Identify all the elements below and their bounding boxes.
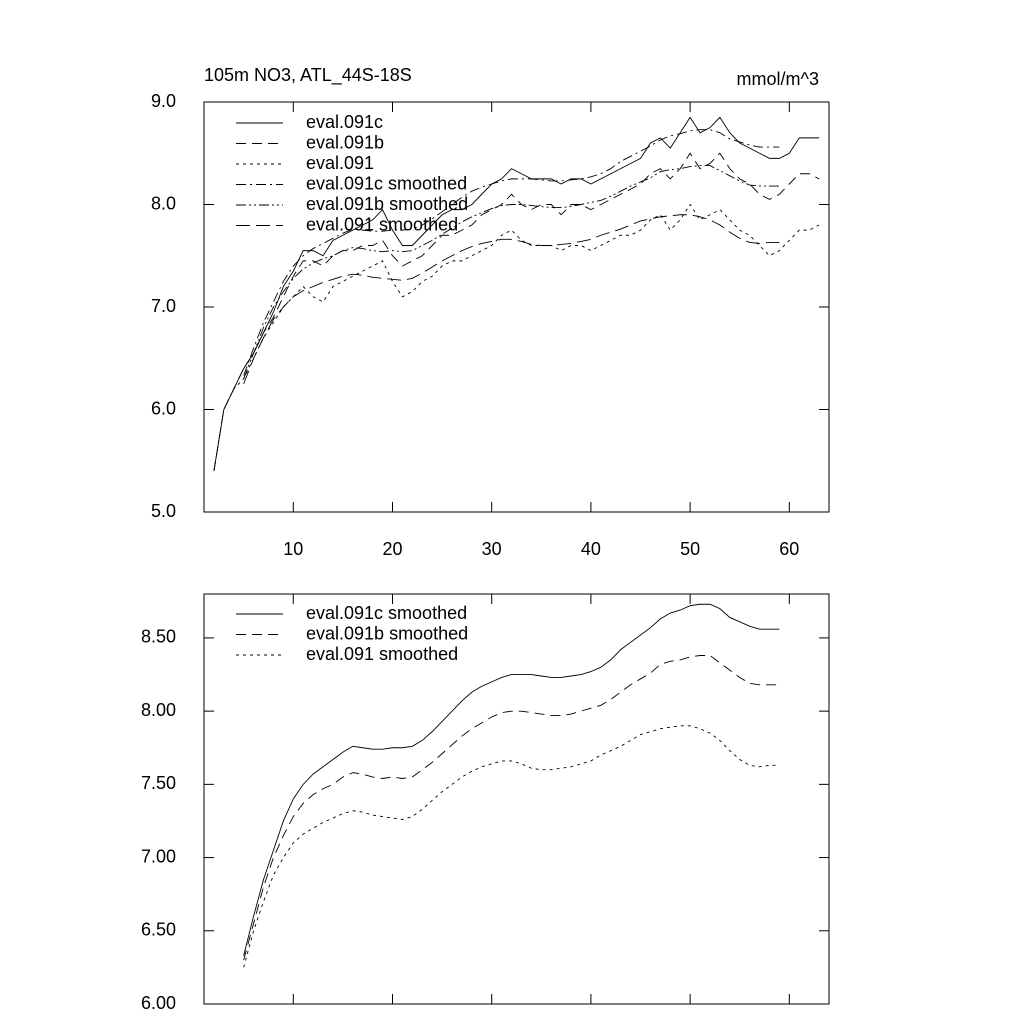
- x-tick-label: 40: [581, 539, 601, 559]
- x-tick-label: 30: [482, 539, 502, 559]
- series-line: [243, 165, 780, 379]
- series-line: [243, 725, 780, 968]
- series-line: [243, 655, 780, 961]
- series-line: [243, 129, 780, 376]
- y-tick-label: 9.0: [151, 91, 176, 111]
- units-label: mmol/m^3: [737, 69, 819, 89]
- y-tick-label: 8.50: [141, 627, 176, 647]
- legend-label: eval.091b: [306, 132, 384, 152]
- series-line: [243, 214, 780, 385]
- legend-label: eval.091 smoothed: [306, 644, 458, 664]
- y-tick-label: 5.0: [151, 501, 176, 521]
- legend-label: eval.091b smoothed: [306, 623, 468, 643]
- series-line: [213, 116, 820, 472]
- chart-title: 105m NO3, ATL_44S-18S: [204, 65, 412, 86]
- y-tick-label: 8.0: [151, 193, 176, 213]
- legend-label: eval.091: [306, 153, 374, 173]
- y-tick-label: 6.0: [151, 398, 176, 418]
- series-line: [213, 152, 820, 472]
- legend-label: eval.091c smoothed: [306, 603, 467, 623]
- legend-label: eval.091c smoothed: [306, 173, 467, 193]
- legend-label: eval.091b smoothed: [306, 194, 468, 214]
- y-tick-label: 7.0: [151, 296, 176, 316]
- y-tick-label: 7.00: [141, 846, 176, 866]
- y-tick-label: 6.50: [141, 920, 176, 940]
- x-tick-label: 10: [283, 539, 303, 559]
- series-line: [213, 203, 820, 472]
- legend-label: eval.091 smoothed: [306, 214, 458, 234]
- x-tick-label: 50: [680, 539, 700, 559]
- y-tick-label: 6.00: [141, 993, 176, 1013]
- x-tick-label: 20: [382, 539, 402, 559]
- series-line: [243, 603, 780, 956]
- y-tick-label: 7.50: [141, 773, 176, 793]
- x-tick-label: 60: [779, 539, 799, 559]
- y-tick-label: 8.00: [141, 700, 176, 720]
- plot-frame: [203, 593, 830, 1005]
- legend-label: eval.091c: [306, 112, 383, 132]
